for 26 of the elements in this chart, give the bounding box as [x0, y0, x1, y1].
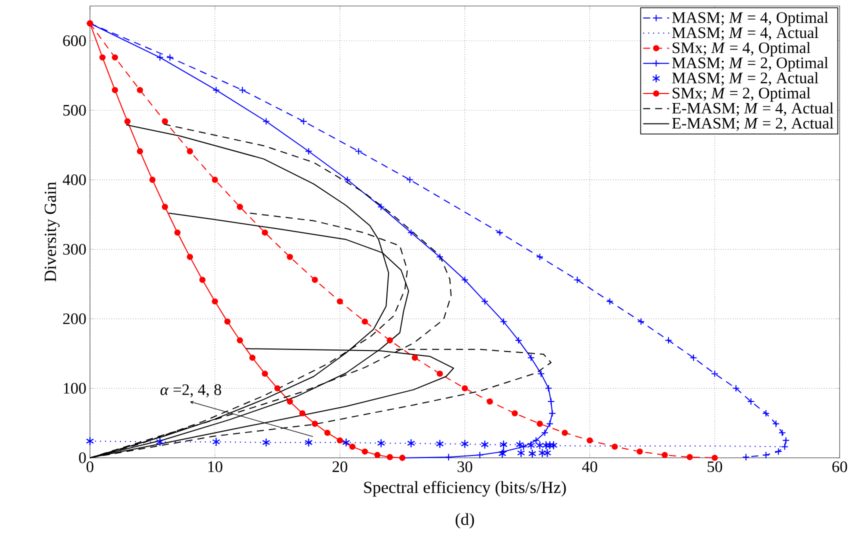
text: (d) [456, 513, 474, 529]
y-tick-label: 500 [63, 104, 86, 116]
legend-label: MASM; M = 2, Optimal [672, 57, 828, 72]
legend-label: SMx; M = 4, Optimal [672, 42, 810, 57]
y-tick-label: 600 [63, 35, 86, 46]
y-tick-label: 300 [63, 244, 86, 255]
x-tick-label: 0 [86, 461, 94, 472]
x-tick-label: 30 [458, 461, 472, 472]
x-tick-label: 20 [332, 461, 348, 472]
y-tick-label: 200 [63, 314, 86, 324]
x-tick-label: 50 [708, 461, 722, 472]
y-tick-label: 0 [79, 452, 86, 464]
annotation: α =2, 4, 8 [160, 384, 222, 398]
legend-label: MASM; M = 4, Actual [672, 26, 818, 41]
legend-label: SMx; M = 2, Optimal [672, 87, 810, 102]
x-tick-label: 10 [208, 461, 222, 472]
y-axis-title: Diversity Gain [44, 182, 60, 282]
x-tick-label: 60 [832, 461, 848, 472]
y-tick-label: 400 [62, 174, 86, 186]
legend-label: E-MASM; M = 2, Actual [672, 118, 834, 132]
y-tick-label: 100 [64, 383, 86, 394]
legend-label: MASM; M = 2, Actual [672, 72, 818, 86]
legend-label: E-MASM; M = 4, Actual [672, 102, 834, 116]
legend-label: MASM; M = 4, Optimal [672, 12, 828, 26]
x-axis-title: Spectral efficiency (bits/s/Hz) [364, 481, 566, 497]
x-tick-label: 40 [582, 461, 598, 472]
